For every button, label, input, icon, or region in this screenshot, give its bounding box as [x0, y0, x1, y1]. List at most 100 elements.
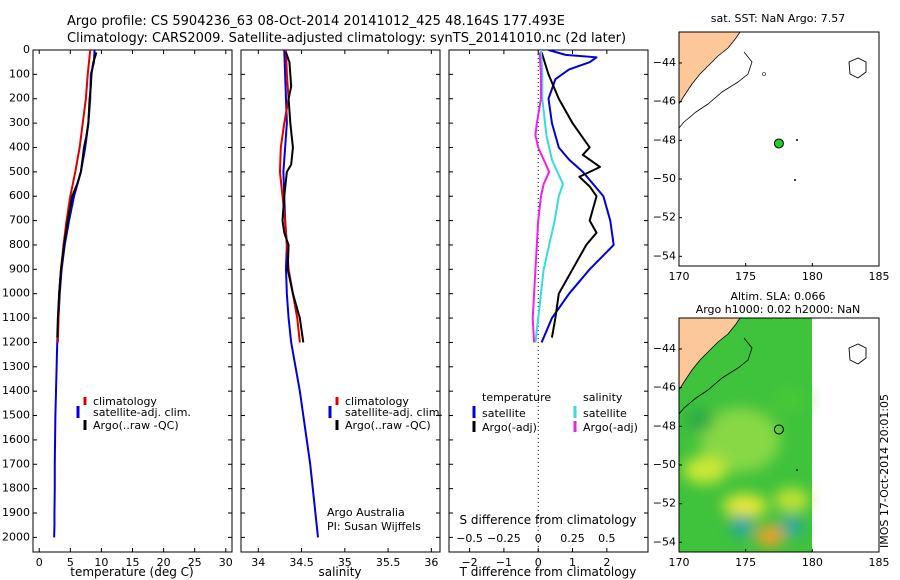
depth-tick-label: 1700 [2, 457, 30, 470]
temperature-x-axis: 0 5 10 15 20 25 30 [36, 50, 233, 569]
depth-tick-label: 1900 [2, 506, 30, 519]
sla-field [679, 318, 867, 552]
sla-anomaly [780, 515, 804, 537]
x-tick-label: 34 [251, 556, 265, 569]
imos-timestamp: IMOS 17-Oct-2014 20:01:05 [878, 394, 891, 548]
x2-tick-label: 0.25 [560, 532, 585, 545]
legend-label-satellite: satellite-adj. clim. [93, 406, 191, 419]
salinity-x-label: salinity [318, 565, 361, 579]
sla-map-frame [678, 317, 880, 553]
depth-tick-label: 100 [9, 67, 30, 80]
legend-label-argo: Argo(..raw -QC) [345, 419, 431, 432]
legend-label-s-satellite: satellite [583, 407, 627, 420]
series-line-argo-raw-qc [281, 52, 305, 343]
difference-x2-label: S difference from climatology [460, 513, 637, 527]
x-tick-label: 1 [569, 556, 576, 569]
latitude-tick-label: −48 [653, 419, 676, 432]
legend-label-climatology: climatology [345, 395, 409, 408]
latitude-tick-label: −46 [653, 381, 676, 394]
latitude-tick-label: −44 [653, 56, 676, 69]
difference-y-ticks [449, 49, 648, 538]
x-tick-label: 36 [424, 556, 438, 569]
sla-anomaly [772, 386, 808, 414]
latitude-tick-label: −54 [653, 249, 676, 262]
x-tick-label: 25 [188, 556, 202, 569]
x-tick-label: 2 [603, 556, 610, 569]
difference-x-label: T difference from climatology [459, 565, 637, 579]
difference-series [531, 50, 615, 343]
x-tick-label: 15 [126, 556, 140, 569]
sla-anomaly [686, 408, 714, 432]
sla-anomaly [723, 494, 767, 518]
depth-tick-label: 1200 [2, 335, 30, 348]
sst-map-axes: 170 175 180 185 −44 −46 −48 −50 −52 −54 [653, 56, 890, 283]
latitude-tick-label: −48 [653, 133, 676, 146]
x-tick-label: 10 [94, 556, 108, 569]
sla-anomaly [756, 525, 784, 547]
latitude-tick-label: −54 [653, 535, 676, 548]
longitude-tick-label: 180 [802, 270, 823, 283]
longitude-tick-label: 180 [802, 556, 823, 569]
depth-tick-label: 500 [9, 165, 30, 178]
islet [796, 139, 798, 141]
legend-label-s-argo: Argo(-adj) [583, 421, 638, 434]
legend-label-t-argo: Argo(-adj) [482, 421, 537, 434]
depth-axis: 0 100 200 300 400 500 600 700 800 900 1000 1100 1200… [2, 43, 232, 543]
depth-tick-label: 600 [9, 189, 30, 202]
sla-map-title: Altim. SLA: 0.066 [730, 290, 825, 303]
x2-tick-label: 0.5 [598, 532, 616, 545]
sla-anomalies [683, 386, 810, 547]
x-tick-label: 35.5 [376, 556, 401, 569]
depth-tick-label: 300 [9, 116, 30, 129]
chatham-islands [848, 57, 867, 79]
sst-map-background [679, 32, 879, 266]
x-tick-label: 34.5 [289, 556, 314, 569]
float-position-marker [773, 138, 784, 149]
sla-anomaly [700, 408, 780, 472]
depth-tick-label: 1300 [2, 360, 30, 373]
longitude-tick-label: 170 [669, 270, 690, 283]
legend-label-climatology: climatology [93, 395, 157, 408]
salinity-x-axis: 34 34.5 35 35.5 36 [251, 50, 438, 569]
latitude-tick-label: −46 [653, 95, 676, 108]
sst-map-features [679, 32, 867, 181]
sla-map-axes: 170 175 180 185 −44 −46 −48 −50 −52 −54 [653, 342, 890, 569]
legend-label-satellite: satellite-adj. clim. [345, 406, 443, 419]
depth-tick-label: 1500 [2, 409, 30, 422]
legend-title-salinity: salinity [583, 391, 623, 404]
sla-map: Altim. SLA: 0.066 Argo h1000: 0.02 h2000… [653, 290, 890, 569]
latitude-tick-label: −50 [653, 458, 676, 471]
series-line-t-argo-adj [540, 52, 601, 338]
islet [762, 72, 766, 76]
difference-axes-frame [448, 49, 649, 553]
depth-tick-label: 700 [9, 214, 30, 227]
salinity-series [278, 50, 319, 538]
salinity-axes-frame [240, 49, 441, 553]
islet [794, 179, 796, 181]
x-tick-label: 35 [338, 556, 352, 569]
depth-tick-label: 800 [9, 238, 30, 251]
x2-tick-label: −0.5 [456, 532, 483, 545]
float-position-marker [773, 424, 784, 435]
salinity-y-ticks [241, 49, 440, 538]
longitude-tick-label: 185 [869, 270, 890, 283]
x-tick-label: 0 [36, 556, 43, 569]
depth-tick-label: 1000 [2, 287, 30, 300]
longitude-tick-label: 175 [735, 556, 756, 569]
latitude-tick-label: −50 [653, 172, 676, 185]
longitude-tick-label: 185 [869, 556, 890, 569]
x-tick-label: −2 [461, 556, 477, 569]
depth-tick-label: 1400 [2, 384, 30, 397]
header-line-1: Argo profile: CS 5904236_63 08-Oct-2014 … [67, 14, 565, 29]
difference-legend: temperature salinity satellite Argo(-adj… [472, 391, 638, 434]
depth-tick-label: 1800 [2, 482, 30, 495]
sst-map-frame [678, 31, 880, 267]
difference-x-axis: −2 −1 0 1 2 [461, 50, 610, 569]
header-line-2: Climatology: CARS2009. Satellite-adjuste… [67, 31, 626, 46]
depth-contour [679, 51, 753, 129]
x2-tick-label: −0.25 [487, 532, 521, 545]
temperature-series [53, 50, 98, 538]
series-line-s-satellite [534, 50, 564, 343]
depth-tick-label: 1600 [2, 433, 30, 446]
depth-tick-label: 400 [9, 140, 30, 153]
